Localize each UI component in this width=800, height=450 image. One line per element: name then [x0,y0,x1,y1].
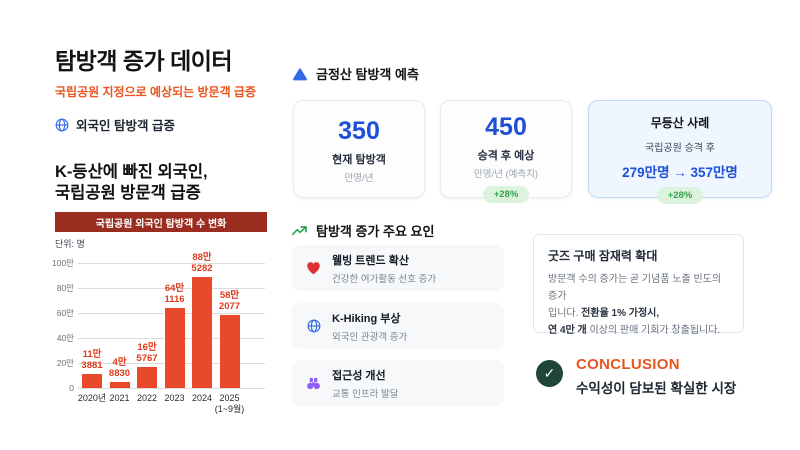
factors-section-header: 탐방객 증가 주요 요인 [292,221,434,240]
card-expected-visitors: 450 승격 후 예상 만명/년 (예측치) +28% [440,100,572,203]
case-label: 국립공원 승격 후 [645,143,715,154]
page-title: 탐방객 증가 데이터 [55,48,233,74]
growth-badge: +28% [482,186,530,203]
trending-up-icon [292,225,308,237]
goods-title: 굿즈 구매 잠재력 확대 [548,249,658,263]
goods-line1: 방문객 수의 증가는 곧 기념품 노출 빈도의 증가 [548,274,722,302]
bar-value-label: 64만 1116 [164,283,185,305]
factor-desc: 교통 인프라 발달 [332,388,399,400]
x-tick-label: 2020년 [77,393,107,403]
bar-value-label: 58만 2077 [218,290,241,312]
factors-header-label: 탐방객 증가 주요 요인 [316,224,435,239]
expected-visitors-label: 승격 후 예상 [477,150,535,162]
factor-desc: 건강한 여가활동 선호 증가 [332,273,437,285]
bar-value-label: 11만 3881 [81,349,103,371]
foreign-visitor-highlight: 외국인 탐방객 급증 [55,115,175,134]
card-current-visitors: 350 현재 탐방객 만명/년 [293,100,425,198]
y-tick-label: 40만 [56,333,74,343]
globe-icon [55,118,69,132]
factor-k-hiking: K-Hiking 부상 외국인 관광객 증가 [292,303,504,349]
x-tick-label: 2025 (1~9월) [214,393,245,414]
conclusion: ✓ CONCLUSION 수익성이 담보된 확실한 시장 [536,356,736,397]
forecast-section-header: 금정산 탐방객 예측 [292,64,419,83]
left-section-heading: K-등산에 빠진 외국인, 국립공원 방문객 급증 [55,162,208,204]
y-gridline: 80만 [57,283,265,293]
goods-line3: 연 4만 개 이상의 판매 기회가 창출됩니다. [548,325,721,336]
left-heading-line1: K-등산에 빠진 외국인, [55,163,208,181]
bar [82,374,102,388]
factor-title: K-Hiking 부상 [332,312,401,325]
goods-potential-card: 굿즈 구매 잠재력 확대 방문객 수의 증가는 곧 기념품 노출 빈도의 증가 … [533,234,744,336]
case-value: 279만명 → 357만명 [622,165,738,180]
expected-visitors-unit: 만명/년 (예측치) [473,169,539,180]
factor-title: 웰빙 트렌드 확산 [332,254,409,267]
factor-desc: 외국인 관광객 증가 [332,331,408,343]
current-visitors-value: 350 [338,117,380,145]
bar [219,315,240,388]
factor-wellbeing: 웰빙 트렌드 확산 건강한 여가활동 선호 증가 [292,245,504,291]
bar [192,277,212,388]
y-gridline: 0 [69,383,265,393]
y-tick-label: 60만 [56,308,74,318]
goods-line2: 입니다. 전환율 1% 가정시, [548,308,660,319]
y-tick-label: 80만 [56,283,74,293]
factor-title: 접근성 개선 [332,369,386,382]
chart-unit-label: 단위: 명 [55,239,85,249]
mountain-icon [292,67,308,81]
case-growth-badge: +28% [656,187,704,204]
x-tick-label: 2022 [136,393,158,403]
globe-icon [305,319,322,333]
case-title: 무등산 사례 [650,116,710,130]
card-mudeungsan-case: 무등산 사례 국립공원 승격 후 279만명 → 357만명 +28% [588,100,772,204]
bar [137,367,157,388]
bar-value-label: 16만 5767 [136,342,158,364]
goods-body: 방문객 수의 증가는 곧 기념품 노출 빈도의 증가 입니다. 전환율 1% 가… [548,271,729,339]
y-tick-label: 100만 [51,258,74,268]
forecast-header-label: 금정산 탐방객 예측 [316,67,419,82]
chart-title-banner: 국립공원 외국인 탐방객 수 변화 [55,212,267,232]
conclusion-label: CONCLUSION [576,356,680,373]
bar [109,382,130,388]
heart-icon [305,261,322,275]
highlight-label: 외국인 탐방객 급증 [76,119,175,133]
current-visitors-unit: 만명/년 [344,173,374,184]
y-tick-label: 20만 [56,358,74,368]
conclusion-text: 수익성이 담보된 확실한 시장 [576,381,737,396]
factor-accessibility: 접근성 개선 교통 인프라 발달 [292,360,504,406]
bar-value-label: 4만 8830 [108,357,131,379]
page-subtitle: 국립공원 지정으로 예상되는 방문객 급증 [55,85,257,99]
current-visitors-label: 현재 탐방객 [332,154,386,166]
check-circle-icon: ✓ [536,360,563,387]
binoculars-icon [305,377,322,390]
expected-visitors-value: 450 [485,113,527,141]
y-gridline: 100만 [52,258,265,268]
bar [164,308,185,388]
bar-value-label: 88만 5282 [191,252,213,274]
visitor-bar-chart: 100만 80만 60만 40만 20만 0 11만 3881 2020년 4만 8830 2021 1… [52,252,265,414]
x-tick-label: 2021 [109,393,130,403]
x-tick-label: 2023 [164,393,185,403]
y-tick-label: 0 [69,383,74,393]
left-heading-line2: 국립공원 방문객 급증 [55,184,201,202]
x-tick-label: 2024 [191,393,213,403]
